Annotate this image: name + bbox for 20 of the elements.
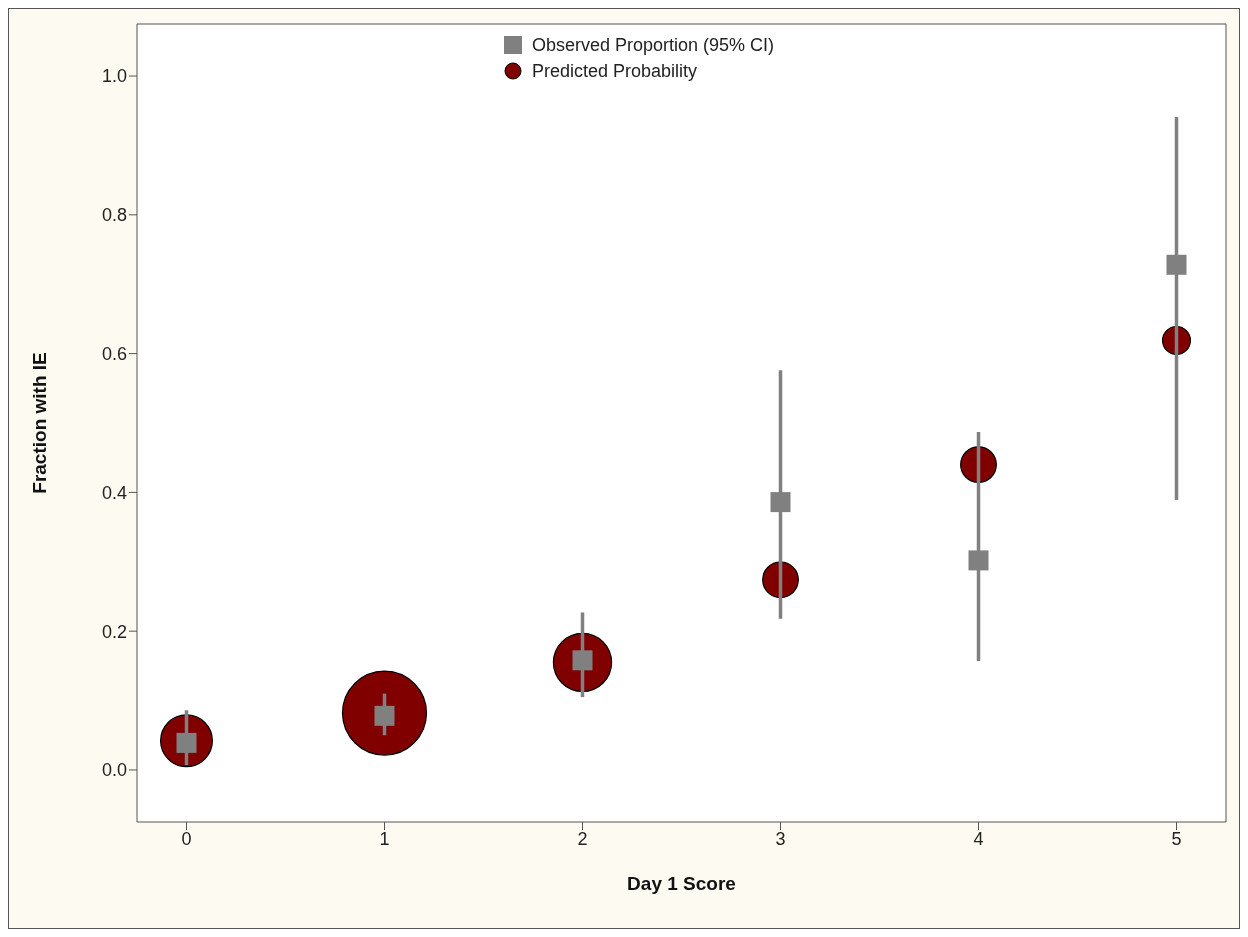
x-tick-label: 5: [1171, 828, 1182, 849]
point: [968, 550, 989, 571]
point: [1166, 254, 1187, 275]
y-axis-title: Fraction with IE: [28, 352, 50, 494]
x-tick-label: 0: [181, 828, 192, 849]
legend-label: Observed Proportion (95% CI): [531, 34, 775, 56]
x-tick-label: 1: [379, 828, 390, 849]
x-tick-label: 4: [973, 828, 984, 849]
point: [374, 705, 395, 726]
y-tick-label: 0.0: [101, 760, 127, 781]
x-tick-label: 2: [577, 828, 588, 849]
legend-label: Predicted Probability: [531, 60, 698, 82]
y-tick-label: 1.0: [101, 66, 127, 87]
y-tick-label: 0.2: [101, 621, 127, 642]
point: [770, 492, 791, 513]
y-tick-label: 0.4: [101, 482, 127, 503]
y-tick-label: 0.8: [101, 205, 127, 226]
y-tick-label: 0.6: [101, 344, 127, 364]
x-tick-label: 3: [775, 828, 786, 849]
x-axis-title: Day 1 Score: [627, 873, 736, 894]
